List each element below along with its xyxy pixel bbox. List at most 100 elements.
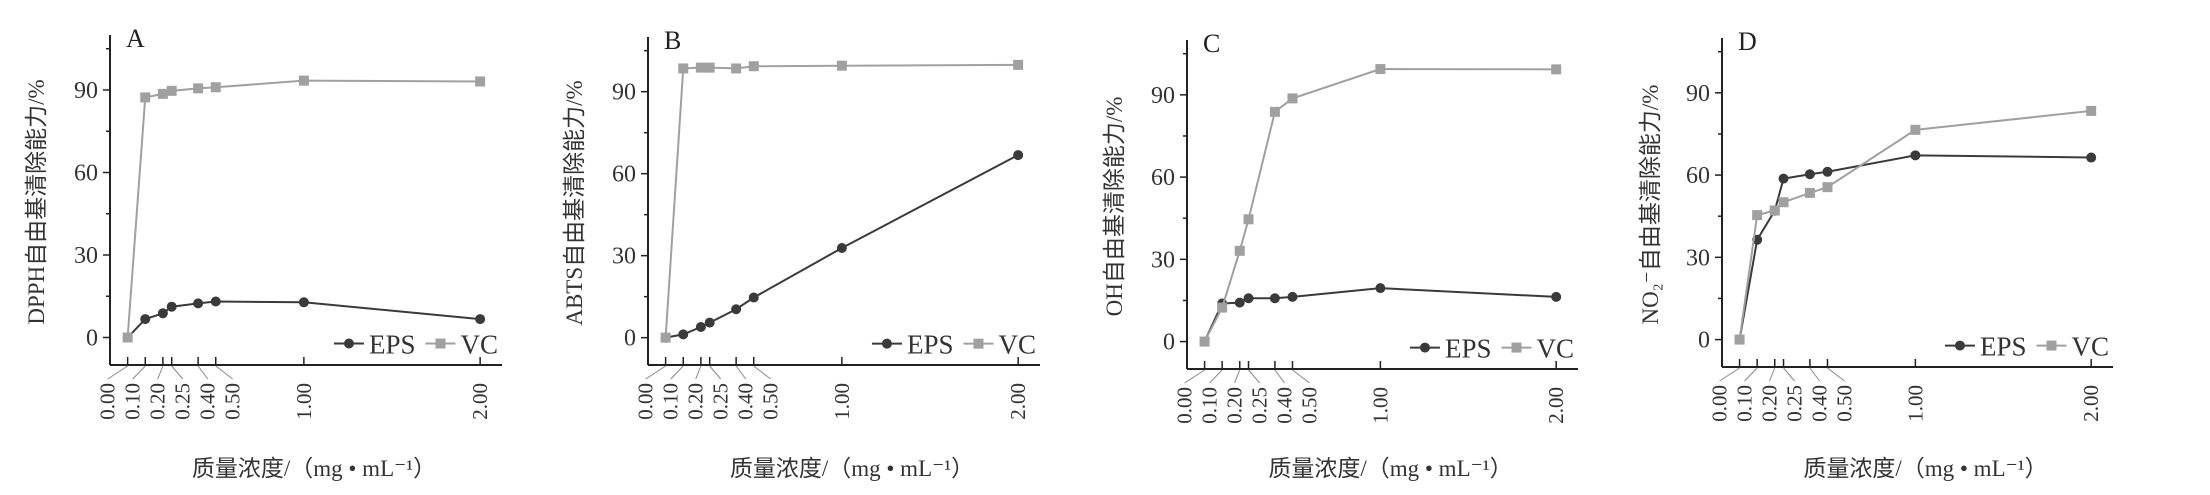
legend-label: VC bbox=[1536, 334, 1574, 364]
series-eps bbox=[660, 150, 1024, 343]
x-tick-leader bbox=[1744, 367, 1758, 382]
series-vc bbox=[1734, 105, 2097, 345]
legend-label: EPS bbox=[907, 330, 954, 360]
x-tick-label: 1.00 bbox=[830, 383, 854, 420]
data-point bbox=[298, 75, 309, 86]
data-point bbox=[1243, 293, 1254, 304]
series-eps bbox=[1199, 283, 1562, 347]
x-tick-leader bbox=[1809, 367, 1820, 382]
x-tick-leader bbox=[1827, 367, 1845, 382]
x-tick-label: 0.40 bbox=[734, 383, 758, 420]
series-vc bbox=[1199, 64, 1562, 347]
x-tick-leader bbox=[1274, 369, 1285, 384]
x-tick-label: 0.00 bbox=[1173, 387, 1197, 424]
x-tick-label: 0.25 bbox=[709, 383, 733, 420]
x-tick-leader bbox=[695, 365, 702, 380]
legend: EPS VC bbox=[871, 330, 1036, 360]
legend-marker bbox=[1511, 342, 1522, 353]
legend-label: EPS bbox=[369, 330, 416, 360]
data-point bbox=[1804, 187, 1815, 198]
y-tick-label: 90 bbox=[74, 78, 98, 104]
x-tick-label: 0.25 bbox=[1783, 385, 1807, 422]
x-tick-leader bbox=[132, 365, 146, 380]
panel-letter: B bbox=[664, 26, 681, 55]
data-point bbox=[731, 63, 742, 74]
y-tick-label: 30 bbox=[74, 243, 98, 269]
x-tick-label: 0.50 bbox=[759, 383, 783, 420]
x-axis-label: 质量浓度/（mg • mL⁻¹） bbox=[1268, 456, 1512, 481]
data-point bbox=[298, 297, 309, 308]
y-tick-label: 60 bbox=[1686, 163, 1710, 189]
x-tick-leader bbox=[197, 365, 209, 380]
x-tick-label: 0.50 bbox=[1298, 387, 1322, 424]
data-point bbox=[193, 298, 204, 309]
y-tick-label: 60 bbox=[1151, 165, 1175, 191]
data-point bbox=[748, 61, 759, 72]
data-point bbox=[210, 82, 221, 93]
y-tick-label: 0 bbox=[86, 326, 98, 352]
y-axis-label: ABTS自由基清除能力/% bbox=[562, 80, 587, 325]
data-point bbox=[678, 329, 689, 340]
data-point bbox=[157, 88, 168, 99]
legend-item-eps: EPS bbox=[871, 330, 954, 360]
panel-letter: C bbox=[1203, 29, 1220, 58]
data-point bbox=[836, 243, 847, 254]
x-tick-label: 0.50 bbox=[221, 383, 245, 420]
data-point bbox=[157, 308, 168, 319]
data-point bbox=[1199, 336, 1210, 347]
data-point bbox=[695, 322, 706, 333]
x-tick-label: 0.10 bbox=[121, 383, 145, 420]
y-tick-label: 30 bbox=[1151, 247, 1175, 273]
legend-item-vc: VC bbox=[2036, 332, 2109, 362]
x-tick-label: 1.00 bbox=[1368, 387, 1392, 424]
data-point bbox=[1234, 245, 1245, 256]
data-point bbox=[1217, 302, 1228, 313]
legend-marker bbox=[1954, 340, 1965, 351]
x-tick-label: 0.40 bbox=[1808, 385, 1832, 422]
panel-letter: A bbox=[126, 24, 145, 53]
data-point bbox=[140, 92, 151, 103]
data-point bbox=[166, 85, 177, 96]
x-tick-label: 0.50 bbox=[1833, 385, 1857, 422]
data-point bbox=[1013, 59, 1024, 70]
x-tick-label: 1.00 bbox=[1903, 385, 1927, 422]
legend-item-vc: VC bbox=[963, 330, 1036, 360]
series-vc bbox=[122, 75, 486, 343]
series-line bbox=[1203, 68, 1557, 343]
data-point bbox=[122, 332, 133, 343]
data-point bbox=[678, 63, 689, 74]
x-tick-leader bbox=[157, 365, 164, 380]
legend-item-eps: EPS bbox=[333, 330, 416, 360]
legend-marker bbox=[435, 338, 446, 349]
x-tick-leader bbox=[709, 365, 722, 380]
data-point bbox=[1551, 291, 1562, 302]
data-point bbox=[1375, 64, 1386, 75]
series-line bbox=[1738, 154, 2092, 340]
x-tick-label: 0.00 bbox=[634, 383, 658, 420]
chart-panel-b: 0 30 60 90 0.00 0.10 0.20 0.25 0.40 0.50 1.00 2.00 B… bbox=[562, 26, 1040, 481]
data-point bbox=[1375, 283, 1386, 294]
x-tick-label: 2.00 bbox=[468, 383, 492, 420]
legend-item-vc: VC bbox=[1501, 334, 1574, 364]
x-tick-leader bbox=[735, 365, 747, 380]
data-point bbox=[2086, 105, 2097, 116]
series-eps bbox=[1734, 150, 2097, 345]
data-point bbox=[704, 317, 715, 328]
data-point bbox=[210, 296, 221, 307]
data-point bbox=[1734, 334, 1745, 345]
x-tick-leader bbox=[1783, 367, 1795, 382]
x-tick-label: 0.10 bbox=[1733, 385, 1757, 422]
legend-item-eps: EPS bbox=[1944, 332, 2026, 362]
x-axis-label: 质量浓度/（mg • mL⁻¹） bbox=[730, 456, 974, 481]
y-axis-label: OH自由基清除能力/% bbox=[1102, 97, 1127, 317]
x-tick-label: 0.00 bbox=[96, 383, 120, 420]
data-point bbox=[1551, 64, 1562, 75]
panel-letter: D bbox=[1738, 27, 1757, 56]
data-point bbox=[695, 62, 706, 73]
y-tick-label: 60 bbox=[74, 161, 98, 187]
chart-panel-a: 0 30 60 90 0.00 0.10 0.20 0.25 0.40 0.50 1.00 2.00 A… bbox=[24, 24, 502, 481]
data-point bbox=[1778, 197, 1789, 208]
legend-item-eps: EPS bbox=[1409, 334, 1491, 364]
x-tick-leader bbox=[215, 365, 234, 380]
